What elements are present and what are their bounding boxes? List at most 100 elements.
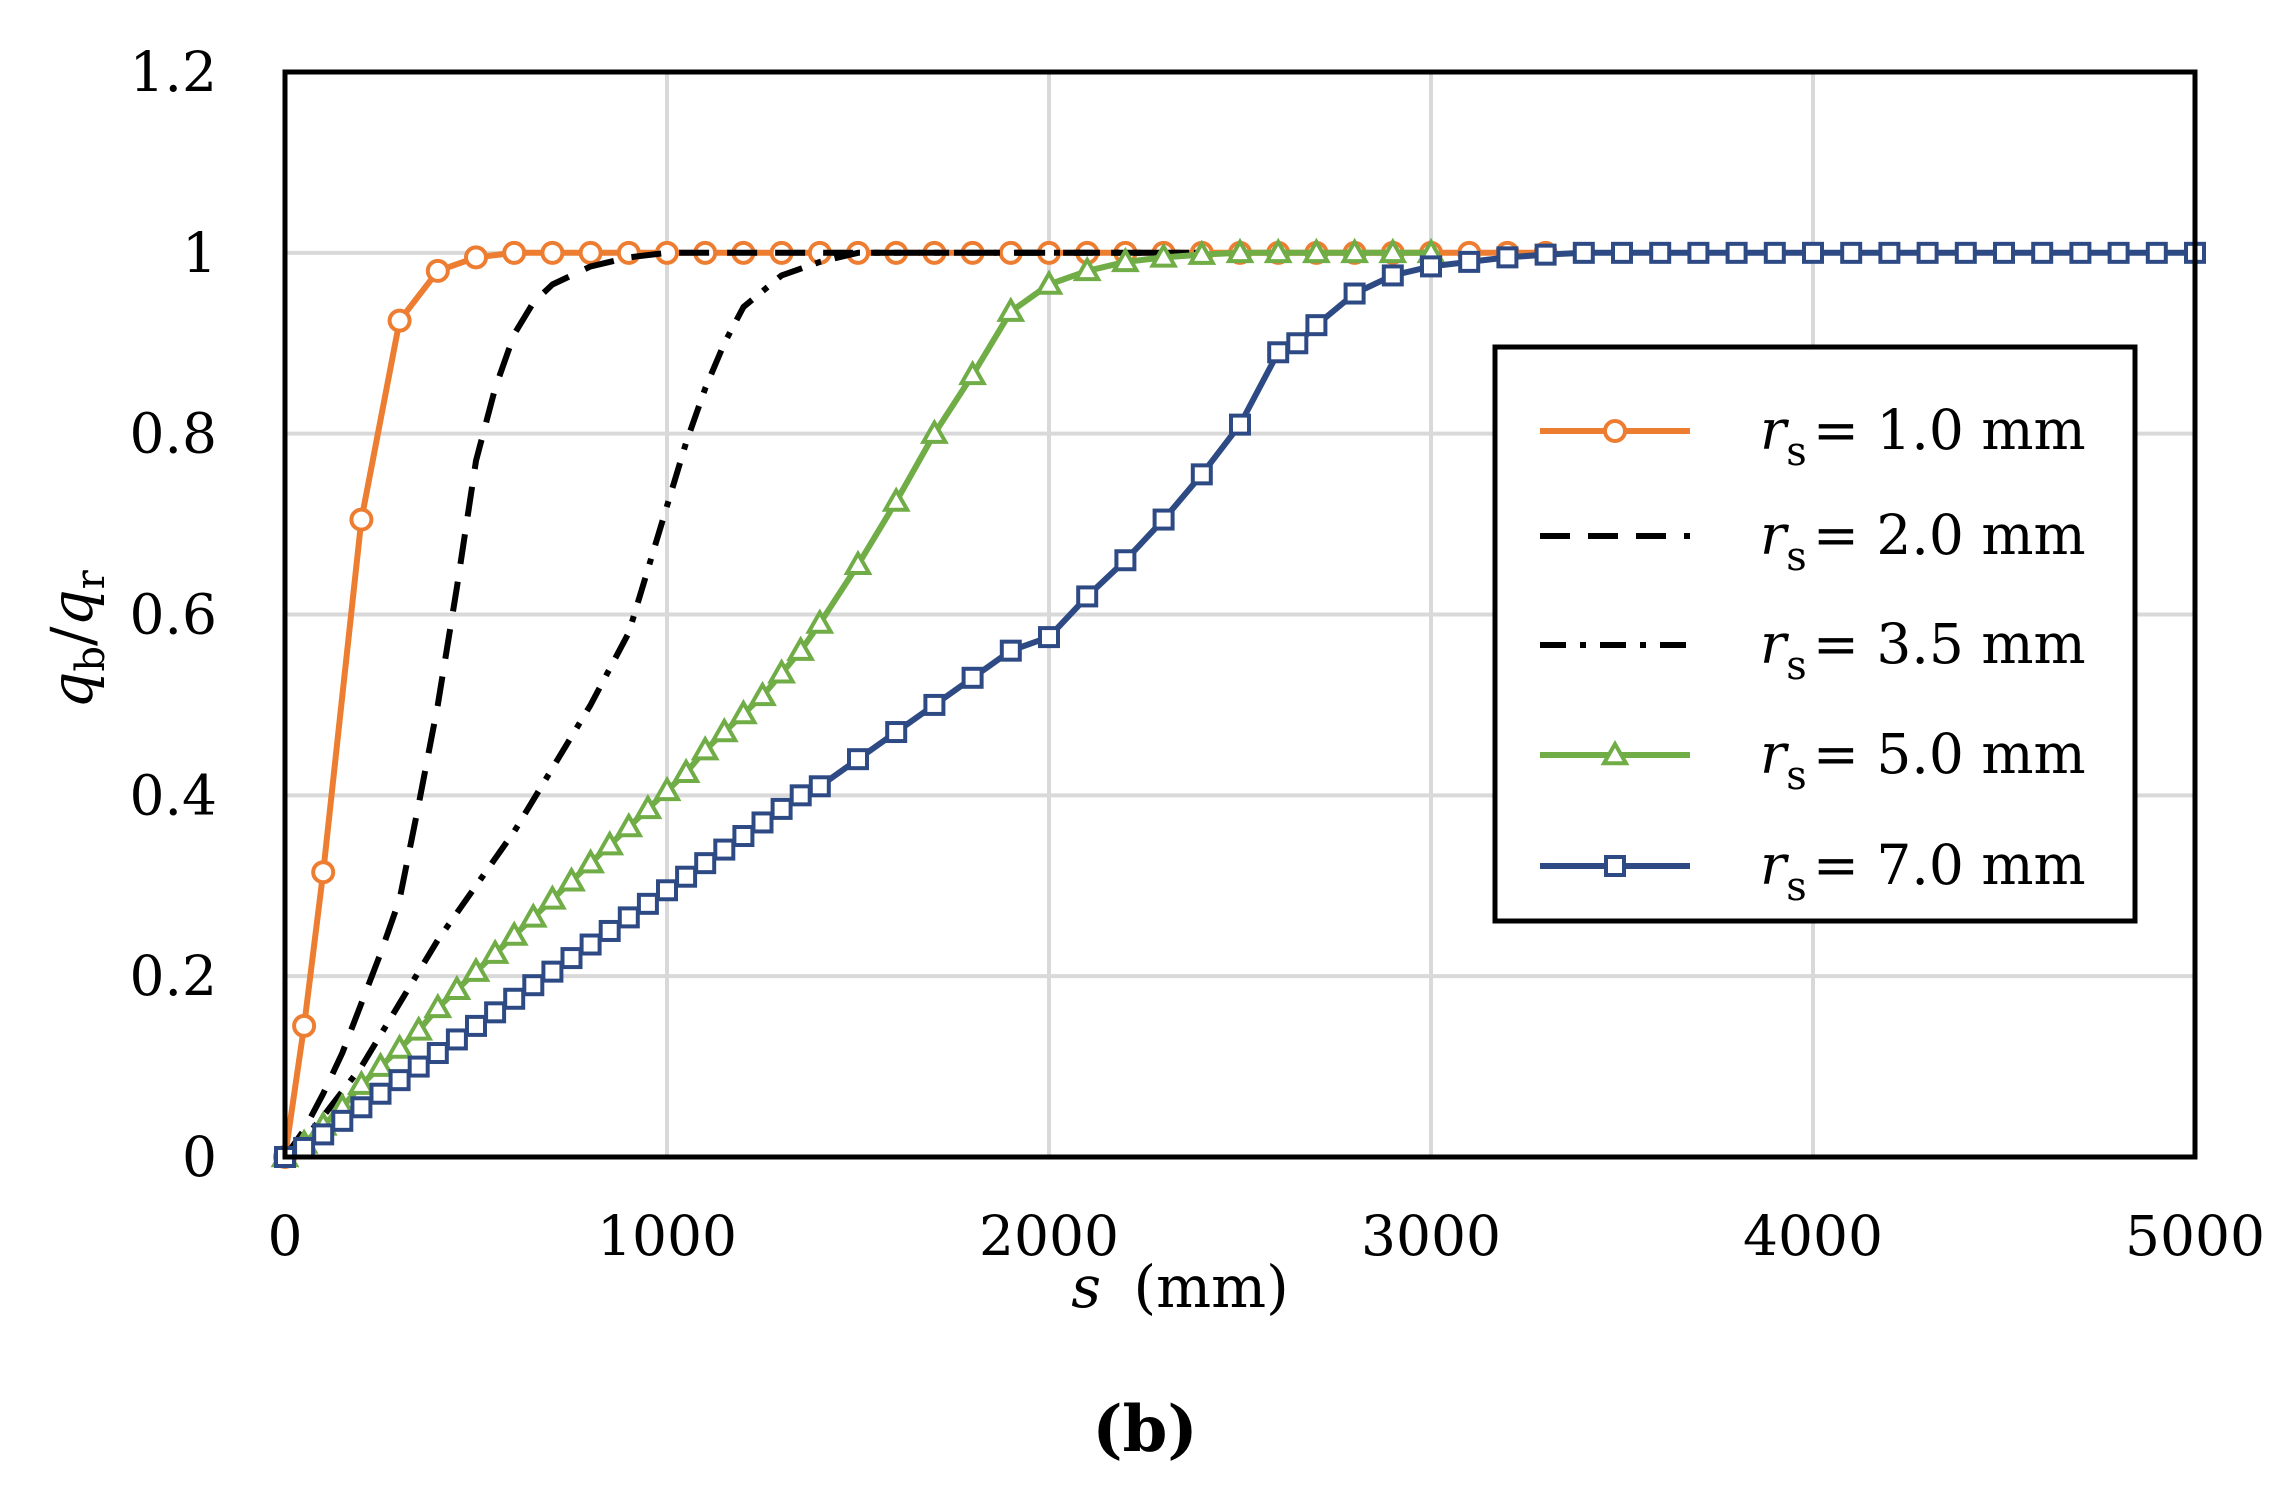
data-point bbox=[1496, 246, 1519, 269]
legend-variable: r bbox=[1760, 398, 1789, 462]
data-point bbox=[1305, 314, 1328, 337]
data-point bbox=[311, 860, 336, 885]
data-point bbox=[919, 418, 949, 444]
data-point bbox=[1114, 549, 1137, 572]
data-point bbox=[387, 308, 412, 333]
x-tick-label: 0 bbox=[268, 1204, 303, 1268]
data-point bbox=[1190, 463, 1213, 486]
data-point bbox=[713, 838, 736, 861]
data-point bbox=[843, 549, 873, 576]
data-point bbox=[540, 240, 565, 265]
data-point bbox=[1263, 237, 1293, 264]
data-point bbox=[346, 1069, 376, 1095]
legend-value: = 1.0 mm bbox=[1813, 398, 2086, 462]
data-point bbox=[732, 825, 755, 848]
data-point bbox=[1420, 255, 1442, 278]
y-axis-denominator-sub: r bbox=[68, 569, 114, 589]
data-point bbox=[1878, 241, 1901, 264]
data-point bbox=[671, 757, 701, 783]
legend-value: = 2.0 mm bbox=[1813, 503, 2086, 567]
y-tick-label: 0.2 bbox=[130, 944, 217, 1008]
x-axis-variable: s bbox=[1071, 1253, 1101, 1321]
data-point bbox=[958, 359, 988, 386]
data-point bbox=[1267, 341, 1290, 364]
data-point bbox=[923, 693, 946, 716]
legend-subscript: s bbox=[1786, 534, 1807, 580]
series-2 bbox=[282, 249, 1202, 1159]
data-point bbox=[1225, 237, 1255, 264]
data-point bbox=[1687, 241, 1710, 264]
y-tick-label: 0.6 bbox=[130, 583, 217, 647]
legend-label: rs = 1.0 mm bbox=[1760, 398, 2086, 475]
data-point bbox=[292, 1013, 317, 1038]
data-point bbox=[445, 1028, 468, 1051]
data-point bbox=[503, 987, 526, 1010]
legend-marker bbox=[1604, 855, 1626, 877]
y-axis-numerator-sub: b bbox=[68, 646, 114, 672]
series-layer bbox=[270, 237, 2206, 1169]
data-point bbox=[885, 721, 908, 744]
legend-marker bbox=[1603, 419, 1627, 443]
y-tick-label: 0.4 bbox=[130, 763, 217, 827]
data-point bbox=[728, 698, 758, 725]
data-point bbox=[293, 1136, 316, 1159]
data-point bbox=[675, 865, 698, 888]
data-point bbox=[598, 919, 621, 942]
data-point bbox=[1458, 250, 1481, 273]
data-point bbox=[2145, 241, 2168, 264]
data-point bbox=[999, 639, 1022, 662]
data-point bbox=[1611, 241, 1633, 264]
data-point bbox=[1763, 241, 1786, 264]
legend-variable: r bbox=[1760, 722, 1789, 786]
data-point bbox=[652, 775, 682, 802]
data-point bbox=[578, 240, 603, 265]
data-point bbox=[789, 784, 812, 807]
data-point bbox=[1649, 241, 1672, 264]
legend-label: rs = 5.0 mm bbox=[1760, 722, 2086, 799]
data-point bbox=[1725, 241, 1748, 264]
legend-subscript: s bbox=[1786, 643, 1807, 689]
legend-subscript: s bbox=[1786, 753, 1807, 799]
data-point bbox=[633, 793, 663, 820]
data-point bbox=[617, 906, 640, 929]
data-point bbox=[425, 258, 450, 283]
data-point bbox=[2031, 241, 2054, 264]
data-point bbox=[366, 1051, 395, 1077]
data-point bbox=[1301, 237, 1331, 264]
data-point bbox=[636, 892, 659, 915]
data-point bbox=[349, 507, 374, 532]
x-tick-label: 4000 bbox=[1743, 1204, 1883, 1268]
data-point bbox=[499, 920, 529, 946]
data-point bbox=[690, 735, 720, 761]
data-point bbox=[996, 296, 1026, 322]
data-point bbox=[656, 879, 678, 902]
data-point bbox=[614, 811, 644, 838]
data-point bbox=[1286, 332, 1309, 355]
legend-variable: r bbox=[1760, 503, 1789, 567]
plot-frame bbox=[282, 69, 2198, 1160]
data-point bbox=[770, 797, 793, 820]
data-point bbox=[961, 666, 984, 689]
data-point bbox=[767, 658, 797, 684]
data-point bbox=[2069, 241, 2092, 264]
data-point bbox=[385, 1033, 415, 1059]
data-point bbox=[1916, 241, 1939, 264]
data-point bbox=[518, 902, 548, 928]
x-tick-label: 1000 bbox=[597, 1204, 737, 1268]
y-tick-label: 1.2 bbox=[130, 40, 217, 104]
y-tick-label: 0.8 bbox=[130, 402, 217, 466]
x-tick-label: 5000 bbox=[2125, 1204, 2265, 1268]
data-point bbox=[442, 974, 472, 1000]
data-point bbox=[461, 956, 491, 982]
data-point bbox=[2107, 241, 2130, 264]
data-point bbox=[464, 245, 488, 270]
legend-variable: r bbox=[1760, 833, 1789, 897]
data-point bbox=[1572, 241, 1595, 264]
x-axis-title: s (mm) bbox=[1071, 1253, 1288, 1321]
data-point bbox=[595, 830, 625, 856]
x-tick-labels: 0 1000 2000 3000 4000 5000 bbox=[268, 1204, 2265, 1268]
data-point bbox=[1152, 508, 1175, 531]
y-tick-label: 0 bbox=[182, 1125, 217, 1189]
legend-subscript: s bbox=[1786, 429, 1807, 475]
